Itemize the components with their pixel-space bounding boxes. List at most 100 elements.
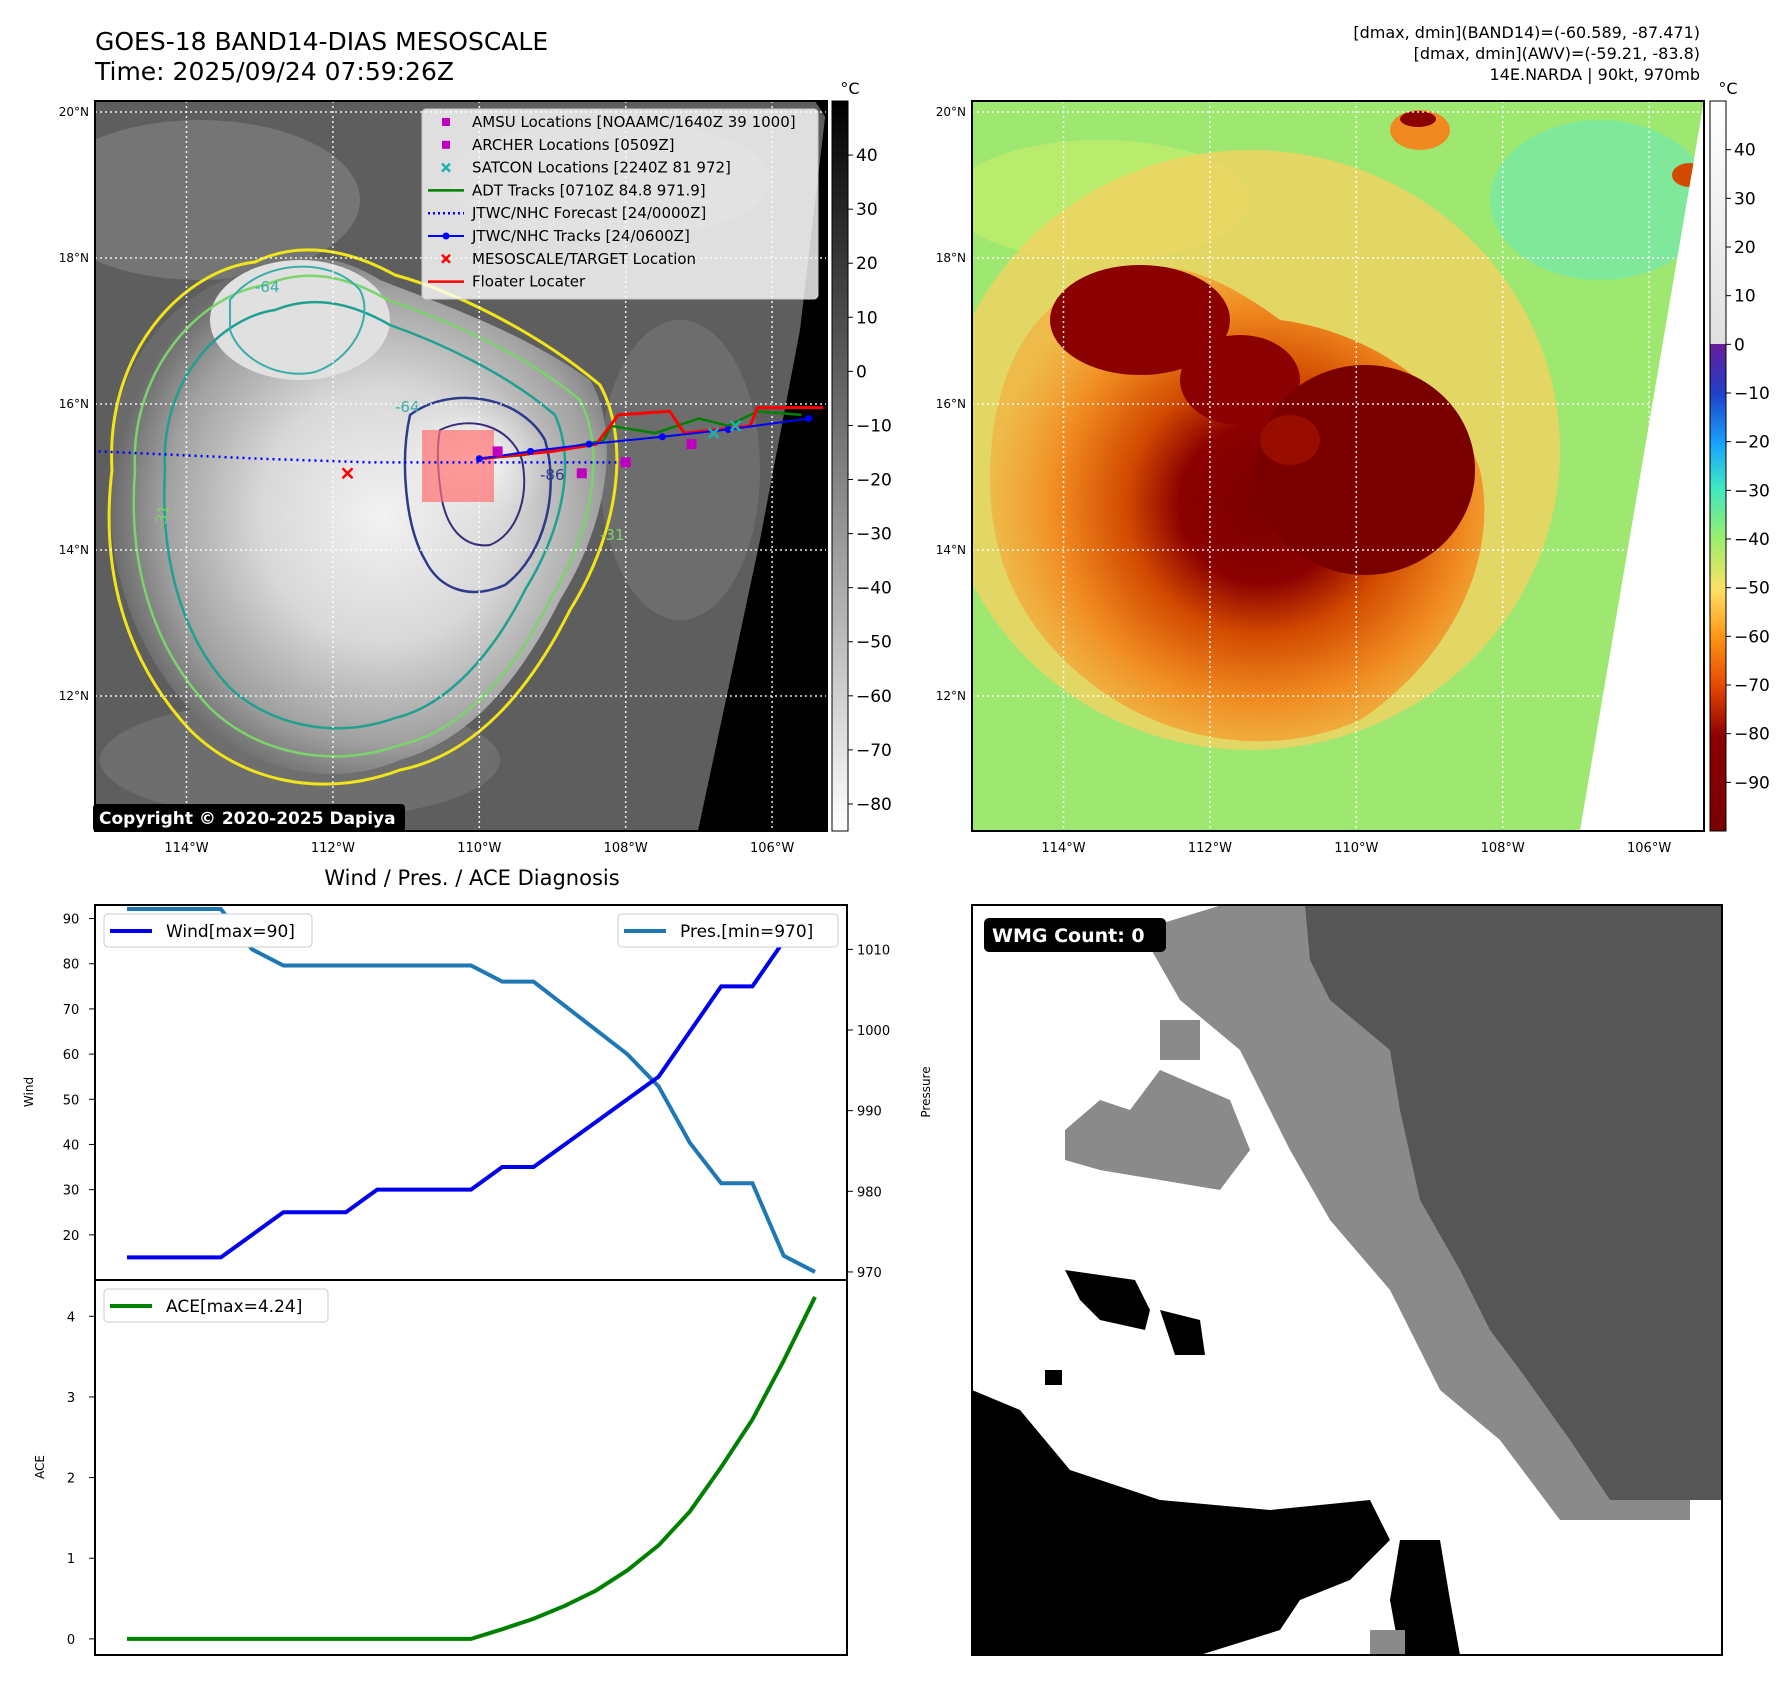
- ace-axis-label: ACE: [33, 1455, 47, 1479]
- wind-tick-label: 70: [63, 1003, 80, 1018]
- gray-colorbar: °C 40 30 20 10 0 −10 −20 −30 −40 −50 −60 −70 −80: [831, 79, 892, 832]
- lat-tick-label: 12°N: [59, 689, 89, 703]
- floater-box: [422, 430, 494, 502]
- legend-swatch: [442, 140, 450, 149]
- ace-chart: 0 1 2 3 4 ACE ACE[max=4.24]: [33, 1279, 848, 1656]
- legend-swatch-dot: [442, 232, 450, 240]
- contour-label-4: -31: [600, 526, 625, 544]
- colorbar-tick-label: −40: [1734, 530, 1770, 550]
- lon-tick-label: 106°W: [1627, 841, 1671, 856]
- wind-series-line: [127, 916, 817, 1260]
- satcon-marker: [729, 419, 742, 432]
- ace-tick-label: 1: [67, 1552, 75, 1567]
- lon-tick-label: 114°W: [1041, 841, 1085, 856]
- wind-axis-label: Wind: [22, 1077, 36, 1107]
- lat-tick-label: 12°N: [936, 689, 966, 703]
- colorbar-tick-label: −20: [856, 471, 892, 491]
- wind-tick-label: 30: [63, 1184, 80, 1199]
- color-map-frame: [971, 100, 1705, 832]
- legend-label: MESOSCALE/TARGET Location: [472, 250, 696, 268]
- lat-tick-label: 16°N: [936, 397, 966, 411]
- jtwc-track-point: [724, 426, 732, 433]
- floater-line: [479, 406, 824, 461]
- colorbar-tick-label: −70: [856, 741, 892, 761]
- diagnosis-title: Wind / Pres. / ACE Diagnosis: [324, 866, 619, 890]
- pressure-axis-label: Pressure: [919, 1066, 933, 1117]
- wmg-panel: WMG Count: 0: [971, 904, 1723, 1656]
- colorbar-tick-label: −50: [856, 633, 892, 653]
- colorbar-tick-label: −80: [1734, 725, 1770, 745]
- legend-label: Floater Locater: [472, 273, 586, 291]
- legend-label: JTWC/NHC Forecast [24/0000Z]: [471, 204, 706, 222]
- pressure-tick-label: 1000: [857, 1024, 890, 1039]
- legend-label: ADT Tracks [0710Z 84.8 971.9]: [472, 181, 706, 199]
- colorbar-tick-label: −10: [1734, 384, 1770, 404]
- pressure-legend-label: Pres.[min=970]: [680, 922, 813, 942]
- legend-label: SATCON Locations [2240Z 81 972]: [472, 159, 731, 177]
- jtwc-forecast-line: [98, 450, 626, 464]
- lat-tick-label: 16°N: [59, 397, 89, 411]
- ace-tick-label: 4: [67, 1310, 75, 1325]
- colorbar-tick-label: 0: [856, 362, 867, 382]
- colorbar-tick-label: 10: [1734, 287, 1756, 307]
- lon-tick-label: 112°W: [1188, 841, 1232, 856]
- colorbar-tick-label: −50: [1734, 579, 1770, 599]
- color-map-axis-labels: 114°W 112°W 110°W 108°W 106°W 20°N 18°N 16°N 14°…: [936, 105, 1672, 856]
- copyright-badge: [93, 804, 405, 832]
- color-colorbar: °C 40 30 20 10 0 −10 −20 −30 −40 −50 −60 −70 −80 −90: [1709, 79, 1770, 832]
- amsu-archer-marker: [686, 439, 697, 450]
- amsu-archer-marker: [492, 446, 503, 457]
- ace-legend-box: [103, 1288, 329, 1323]
- satcon-marker: [707, 427, 720, 440]
- jtwc-track-line: [479, 417, 809, 460]
- figure-title: GOES-18 BAND14-DIAS MESOSCALE: [95, 27, 548, 56]
- wmg-count-label: WMG Count: 0: [992, 925, 1145, 947]
- colorbar-tick-label: 20: [1734, 238, 1756, 258]
- lon-tick-label: 110°W: [1334, 841, 1378, 856]
- lon-tick-label: 110°W: [457, 841, 501, 856]
- colorbar-tick-label: −20: [1734, 433, 1770, 453]
- lat-tick-label: 20°N: [936, 105, 966, 119]
- storm-info: 14E.NARDA | 90kt, 970mb: [1490, 65, 1700, 84]
- lat-tick-label: 14°N: [936, 543, 966, 557]
- contour-label-1: -64: [255, 278, 280, 296]
- lon-tick-label: 106°W: [750, 841, 794, 856]
- wind-tick-label: 40: [63, 1138, 80, 1153]
- legend-label: JTWC/NHC Tracks [24/0600Z]: [471, 227, 690, 245]
- legend-label: AMSU Locations [NOAAMC/1640Z 39 1000]: [472, 113, 796, 131]
- colorbar-tick-label: 40: [1734, 141, 1756, 161]
- gray-colorbar-unit: °C: [840, 79, 859, 98]
- jtwc-track-point: [475, 455, 483, 463]
- target-marker: [341, 467, 354, 480]
- color-colorbar-unit: °C: [1718, 79, 1737, 98]
- jtwc-track-point: [585, 440, 593, 448]
- legend-label: ARCHER Locations [0509Z]: [472, 136, 675, 154]
- lon-tick-label: 108°W: [1481, 841, 1525, 856]
- ace-tick-label: 2: [67, 1472, 75, 1487]
- legend-swatch: [441, 253, 451, 264]
- colorbar-tick-label: −30: [1734, 481, 1770, 501]
- wind-legend-label: Wind[max=90]: [166, 922, 295, 942]
- wind-tick-label: 50: [63, 1093, 80, 1108]
- awv-stats: [dmax, dmin](AWV)=(-59.21, -83.8): [1414, 44, 1700, 63]
- wmg-count-badge: [984, 918, 1166, 952]
- pressure-tick-label: 1010: [857, 943, 890, 958]
- wind-tick-label: 80: [63, 958, 80, 973]
- lon-tick-label: 112°W: [311, 841, 355, 856]
- colorbar-tick-label: −60: [1734, 627, 1770, 647]
- contour-label-5: -86: [540, 466, 565, 484]
- color-ir-map-panel: 114°W 112°W 110°W 108°W 106°W 20°N 18°N 16°N 14°…: [936, 100, 1705, 856]
- colorbar-tick-label: −60: [856, 687, 892, 707]
- contour-label-2: -64: [395, 398, 420, 416]
- pressure-tick-label: 990: [857, 1105, 882, 1120]
- contour-label-3: -31: [151, 503, 173, 530]
- colorbar-tick-label: −70: [1734, 676, 1770, 696]
- copyright-text: Copyright © 2020-2025 Dapiya: [99, 809, 396, 829]
- storm-tracks: [98, 406, 824, 480]
- pressure-tick-label: 980: [857, 1185, 882, 1200]
- colorbar-tick-label: 30: [1734, 189, 1756, 209]
- figure-time: Time: 2025/09/24 07:59:26Z: [94, 57, 454, 86]
- colorbar-tick-label: −10: [856, 416, 892, 436]
- amsu-archer-marker: [576, 468, 587, 479]
- ir-map-panel: -64 -64 -31 -31 -86 AMSU Locations [NOAA…: [59, 100, 828, 856]
